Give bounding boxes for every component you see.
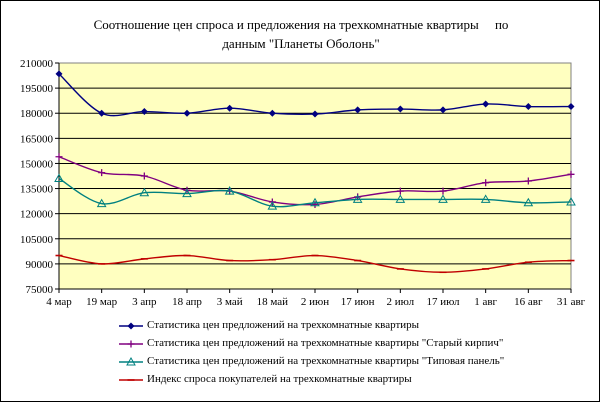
legend-marker-2 xyxy=(127,340,135,348)
series-3-point xyxy=(480,194,491,203)
legend-swatch-4 xyxy=(119,379,143,381)
y-tick-label: 195000 xyxy=(20,83,54,95)
series-3-point xyxy=(395,194,406,203)
y-tick-label: 90000 xyxy=(26,259,54,271)
x-tick-label: 31 авг xyxy=(557,296,586,308)
y-tick-label: 165000 xyxy=(20,133,54,145)
y-tick-label: 135000 xyxy=(20,184,54,196)
y-tick-label: 120000 xyxy=(20,209,54,221)
chart-title: Соотношение цен спроса и предложения на … xyxy=(61,15,541,53)
series-2-point xyxy=(439,187,447,195)
x-tick-label: 4 мар xyxy=(46,296,72,308)
x-tick-label: 17 июн xyxy=(341,296,375,308)
y-tick-label: 75000 xyxy=(26,284,54,296)
x-tick-label: 16 авг xyxy=(514,296,543,308)
y-tick-label: 180000 xyxy=(20,108,54,120)
legend-label-1: Статистика цен предложений на трехкомнат… xyxy=(147,319,420,331)
chart-title-line-2: данным "Планеты Оболонь" xyxy=(222,36,380,51)
x-tick-label: 19 мар xyxy=(86,296,118,308)
series-2-point xyxy=(396,187,404,195)
series-3-point xyxy=(182,188,192,198)
series-1-point xyxy=(55,70,63,78)
legend-entry-4: Индекс спроса покупателей на трехкомнатн… xyxy=(119,371,549,389)
legend-label-3: Статистика цен предложений на трехкомнат… xyxy=(147,355,505,367)
series-2-point xyxy=(98,169,106,177)
legend: Статистика цен предложений на трехкомнат… xyxy=(119,317,549,389)
series-1-point xyxy=(226,104,234,112)
legend-entry-3: Статистика цен предложений на трехкомнат… xyxy=(119,353,549,371)
series-1-point xyxy=(439,106,447,114)
series-1-point xyxy=(396,105,404,113)
series-3-point xyxy=(438,194,448,203)
y-tick-label: 210000 xyxy=(20,58,54,70)
series-3-point xyxy=(310,197,320,207)
legend-label-4: Индекс спроса покупателей на трехкомнатн… xyxy=(147,373,412,385)
x-tick-label: 3 май xyxy=(217,296,243,308)
series-1-point xyxy=(524,103,532,111)
chart-title-line-1: Соотношение цен спроса и предложения на … xyxy=(93,17,509,32)
series-3-point xyxy=(352,194,363,203)
y-tick-label: 105000 xyxy=(20,234,54,246)
series-2-point xyxy=(140,172,148,180)
legend-marker-3 xyxy=(126,356,136,366)
x-tick-label: 18 апр xyxy=(172,296,202,308)
legend-label-2: Статистика цен предложений на трехкомнат… xyxy=(147,337,504,349)
series-1-point xyxy=(140,108,148,116)
legend-swatch-2 xyxy=(119,340,143,348)
series-1-point xyxy=(567,103,575,111)
x-tick-label: 17 июл xyxy=(426,296,460,308)
series-3-point xyxy=(523,197,534,207)
series-1-point xyxy=(268,109,276,117)
series-3-point xyxy=(267,201,278,210)
x-tick-label: 18 май xyxy=(257,296,289,308)
series-1-point xyxy=(354,106,362,114)
series-2-point xyxy=(482,179,490,187)
x-tick-label: 2 июл xyxy=(387,296,415,308)
series-3-point xyxy=(139,187,150,197)
series-2-point xyxy=(55,153,63,161)
series-1-point xyxy=(311,110,319,118)
legend-marker-1 xyxy=(127,322,135,330)
series-3-point xyxy=(566,196,576,206)
x-tick-label: 1 авг xyxy=(474,296,497,308)
legend-entry-2: Статистика цен предложений на трехкомнат… xyxy=(119,335,549,353)
series-2-point xyxy=(524,177,532,185)
series-3-point xyxy=(224,186,235,195)
legend-swatch-1 xyxy=(119,322,143,330)
series-1-point xyxy=(98,109,106,117)
legend-entry-1: Статистика цен предложений на трехкомнат… xyxy=(119,317,549,335)
series-1-point xyxy=(482,100,490,108)
x-tick-label: 3 апр xyxy=(132,296,157,308)
series-3-point xyxy=(96,198,107,208)
legend-swatch-3 xyxy=(119,356,143,366)
series-3-point xyxy=(54,173,64,183)
x-tick-label: 2 июн xyxy=(301,296,329,308)
series-1-point xyxy=(183,109,191,117)
series-line-3 xyxy=(58,177,572,208)
series-2-point xyxy=(567,170,575,178)
y-tick-label: 150000 xyxy=(20,158,54,170)
